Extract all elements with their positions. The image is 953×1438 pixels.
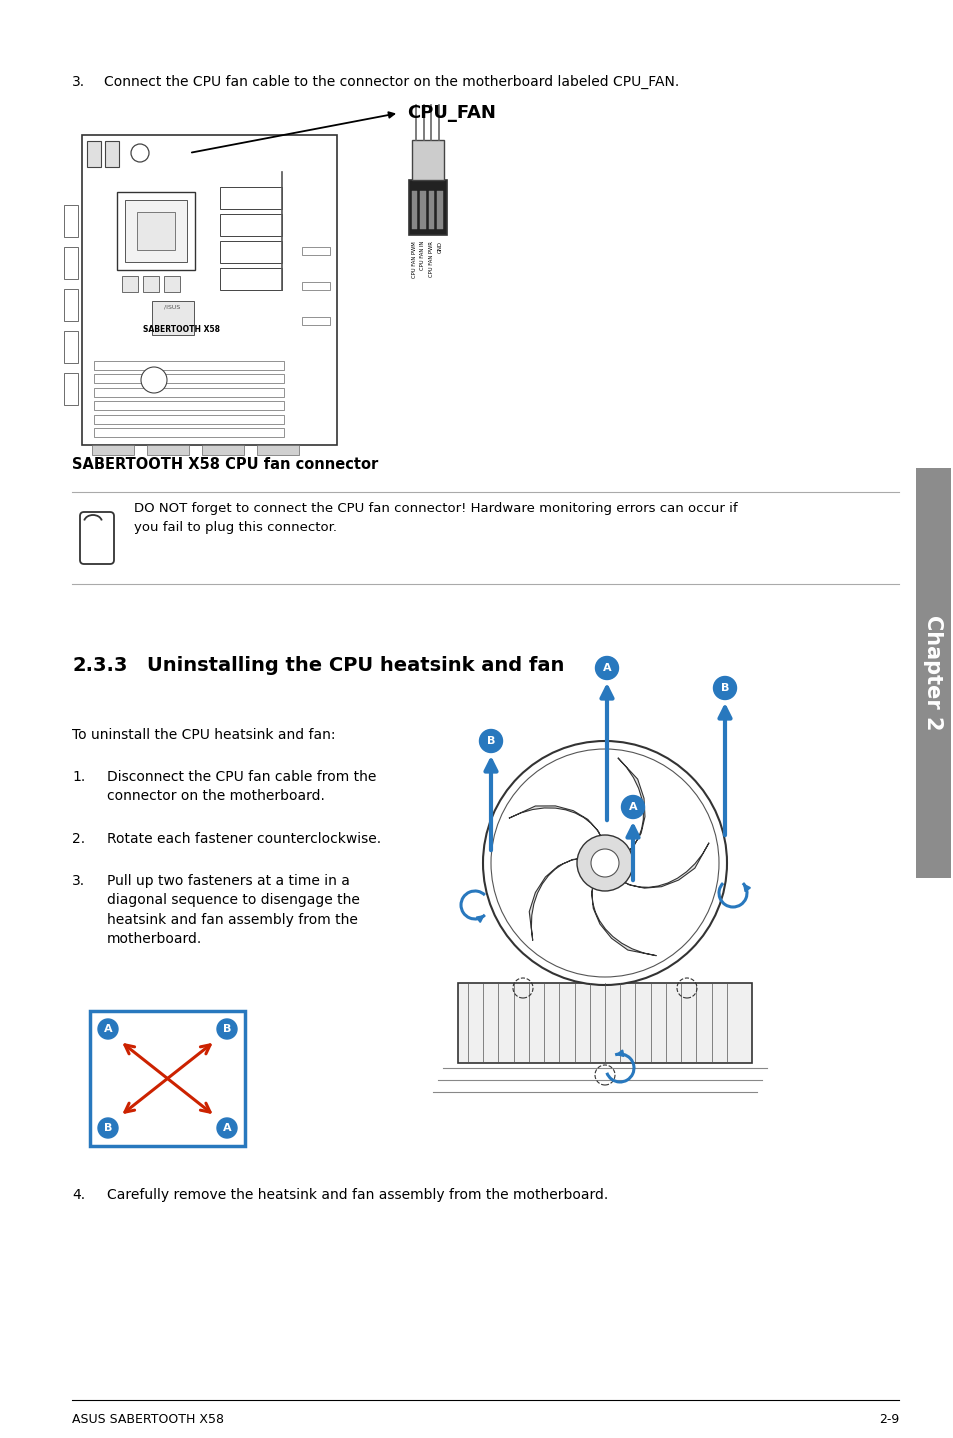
Bar xyxy=(87,141,101,167)
Text: B: B xyxy=(720,683,728,693)
Bar xyxy=(91,444,133,454)
Bar xyxy=(64,206,78,237)
Text: 2.: 2. xyxy=(71,833,85,846)
Bar xyxy=(90,1011,245,1146)
Text: CPU FAN IN: CPU FAN IN xyxy=(420,242,425,270)
Text: CPU_FAN: CPU_FAN xyxy=(407,104,496,122)
Bar xyxy=(220,214,282,236)
Text: B: B xyxy=(486,736,495,746)
Bar xyxy=(125,200,187,262)
Text: Rotate each fastener counterclockwise.: Rotate each fastener counterclockwise. xyxy=(107,833,381,846)
Bar xyxy=(202,444,244,454)
Bar xyxy=(105,141,119,167)
FancyBboxPatch shape xyxy=(80,512,113,564)
Circle shape xyxy=(713,676,736,699)
Text: A: A xyxy=(104,1024,112,1034)
Polygon shape xyxy=(616,843,708,889)
Bar xyxy=(94,414,284,424)
Text: /ISUS: /ISUS xyxy=(164,305,180,309)
Text: ASUS SABERTOOTH X58: ASUS SABERTOOTH X58 xyxy=(71,1414,224,1426)
Text: GND: GND xyxy=(437,242,442,253)
Text: Uninstalling the CPU heatsink and fan: Uninstalling the CPU heatsink and fan xyxy=(147,656,564,674)
Bar xyxy=(256,444,298,454)
Bar xyxy=(457,984,751,1063)
Polygon shape xyxy=(618,758,644,857)
Text: SABERTOOTH X58 CPU fan connector: SABERTOOTH X58 CPU fan connector xyxy=(71,457,377,472)
Circle shape xyxy=(216,1117,236,1137)
Bar xyxy=(220,187,282,209)
Text: A: A xyxy=(602,663,611,673)
Circle shape xyxy=(131,144,149,162)
Bar xyxy=(94,429,284,437)
Polygon shape xyxy=(591,879,656,956)
Text: Disconnect the CPU fan cable from the
connector on the motherboard.: Disconnect the CPU fan cable from the co… xyxy=(107,769,376,804)
Bar xyxy=(64,372,78,406)
Bar xyxy=(164,276,180,292)
Bar xyxy=(117,193,194,270)
Text: 3.: 3. xyxy=(71,874,85,889)
Text: To uninstall the CPU heatsink and fan:: To uninstall the CPU heatsink and fan: xyxy=(71,728,335,742)
Bar xyxy=(412,139,443,180)
Bar xyxy=(409,180,447,234)
Circle shape xyxy=(98,1020,118,1040)
Bar xyxy=(122,276,138,292)
Bar xyxy=(302,247,330,255)
Text: 2.3.3: 2.3.3 xyxy=(71,656,128,674)
Polygon shape xyxy=(529,858,587,940)
Text: Connect the CPU fan cable to the connector on the motherboard labeled CPU_FAN.: Connect the CPU fan cable to the connect… xyxy=(104,75,679,89)
Text: CPU FAN PWM: CPU FAN PWM xyxy=(412,242,416,278)
Text: DO NOT forget to connect the CPU fan connector! Hardware monitoring errors can o: DO NOT forget to connect the CPU fan con… xyxy=(133,502,737,533)
Circle shape xyxy=(577,835,633,892)
Bar xyxy=(64,331,78,362)
Bar xyxy=(137,211,174,250)
Text: B: B xyxy=(104,1123,112,1133)
Text: Chapter 2: Chapter 2 xyxy=(923,615,943,731)
Bar xyxy=(64,289,78,321)
Bar xyxy=(143,276,159,292)
Bar xyxy=(82,135,336,444)
Bar xyxy=(428,191,434,229)
Text: 4.: 4. xyxy=(71,1188,85,1202)
Polygon shape xyxy=(508,805,604,846)
Text: Pull up two fasteners at a time in a
diagonal sequence to disengage the
heatsink: Pull up two fasteners at a time in a dia… xyxy=(107,874,359,946)
Circle shape xyxy=(590,848,618,877)
Text: SABERTOOTH X58: SABERTOOTH X58 xyxy=(143,325,220,335)
Text: CPU FAN PWR: CPU FAN PWR xyxy=(429,242,434,278)
Text: B: B xyxy=(223,1024,231,1034)
Text: Carefully remove the heatsink and fan assembly from the motherboard.: Carefully remove the heatsink and fan as… xyxy=(107,1188,608,1202)
Bar xyxy=(152,301,193,335)
Text: 1.: 1. xyxy=(71,769,85,784)
Circle shape xyxy=(141,367,167,393)
Bar xyxy=(220,242,282,263)
Bar xyxy=(302,316,330,325)
Bar xyxy=(436,191,442,229)
Circle shape xyxy=(479,729,502,752)
Bar xyxy=(94,387,284,397)
Text: A: A xyxy=(222,1123,231,1133)
Text: 3.: 3. xyxy=(71,75,85,89)
Circle shape xyxy=(216,1020,236,1040)
Circle shape xyxy=(595,657,618,680)
Text: 2-9: 2-9 xyxy=(878,1414,898,1426)
Bar xyxy=(220,267,282,290)
Circle shape xyxy=(620,795,644,818)
Circle shape xyxy=(98,1117,118,1137)
Circle shape xyxy=(482,741,726,985)
Bar xyxy=(64,247,78,279)
Bar xyxy=(94,361,284,370)
Bar xyxy=(915,467,950,879)
Text: A: A xyxy=(628,802,637,812)
Circle shape xyxy=(491,749,719,976)
Bar xyxy=(411,191,417,229)
Bar xyxy=(94,401,284,410)
Bar xyxy=(302,282,330,290)
Bar xyxy=(94,374,284,383)
Bar xyxy=(419,191,426,229)
Bar xyxy=(147,444,189,454)
